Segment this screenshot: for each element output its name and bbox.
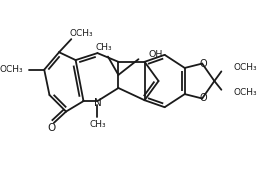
Text: CH₃: CH₃ <box>95 43 112 52</box>
Text: OCH₃: OCH₃ <box>70 29 94 37</box>
Text: O: O <box>199 93 207 103</box>
Text: N: N <box>94 98 101 108</box>
Text: O: O <box>199 59 207 69</box>
Text: CH₃: CH₃ <box>89 120 106 129</box>
Text: OH: OH <box>149 50 163 59</box>
Text: OCH₃: OCH₃ <box>233 63 257 73</box>
Text: OCH₃: OCH₃ <box>233 88 257 97</box>
Text: OCH₃: OCH₃ <box>0 65 23 74</box>
Text: O: O <box>47 123 55 133</box>
